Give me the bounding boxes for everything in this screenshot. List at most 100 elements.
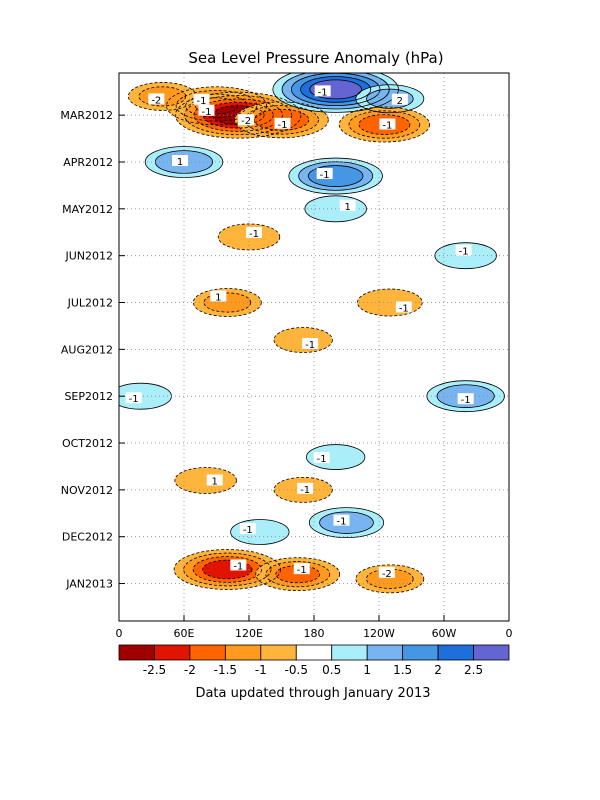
contour-label: 2 [391, 93, 408, 107]
svg-text:-2: -2 [151, 95, 161, 106]
contour-line [355, 84, 425, 114]
svg-text:-1: -1 [129, 394, 139, 405]
svg-text:1: 1 [211, 476, 217, 487]
svg-text:2: 2 [397, 96, 403, 107]
contour-line [273, 476, 333, 503]
contour-line [304, 195, 367, 223]
svg-text:-1: -1 [249, 229, 259, 240]
svg-text:-1: -1 [318, 87, 328, 98]
anomaly-blob [288, 158, 383, 195]
anomaly-blob [174, 467, 237, 494]
svg-text:-1: -1 [297, 565, 307, 576]
svg-text:-1: -1 [278, 120, 288, 131]
svg-text:-1: -1 [197, 96, 207, 107]
y-tick-label: JUL2012 [67, 297, 113, 310]
contour-line [366, 88, 414, 109]
contour-label: -2 [238, 114, 255, 127]
svg-text:-1: -1 [300, 485, 310, 496]
colorbar-label: 1.5 [393, 663, 412, 677]
svg-text:-2: -2 [241, 116, 251, 127]
contour-line [175, 90, 258, 122]
contour-label: -1 [302, 337, 319, 351]
anomaly-level [434, 242, 497, 269]
contour-label: -1 [293, 563, 310, 576]
contour-line [202, 101, 274, 129]
colorbar-label: -1.5 [214, 663, 237, 677]
contour-label: -1 [193, 93, 210, 107]
contour-line [319, 511, 374, 534]
x-axis: 0 60E 120E 180 120W 60W 0 [116, 615, 513, 640]
contour-line [234, 101, 329, 139]
colorbar-label: -2.5 [143, 663, 166, 677]
footnote: Data updated through January 2013 [195, 686, 430, 701]
colorbar-swatch [260, 644, 297, 661]
contour-line [434, 242, 497, 270]
y-tick-label: JUN2012 [64, 250, 113, 263]
contour-label: -1 [198, 104, 215, 118]
x-tick-label: 120W [363, 627, 395, 640]
svg-text:1: 1 [177, 157, 183, 168]
colorbar-label: 0.5 [322, 663, 341, 677]
contour-line [203, 292, 252, 313]
svg-text:-1: -1 [459, 247, 469, 258]
x-tick-label: 60W [432, 627, 457, 640]
contour-label: -1 [274, 117, 291, 131]
anomaly-blob [306, 444, 365, 470]
y-tick-label: OCT2012 [62, 437, 113, 450]
contour-line [348, 110, 421, 139]
y-tick-label: APR2012 [63, 156, 113, 169]
contour-label: -1 [246, 226, 262, 240]
x-tick-label: 60E [174, 627, 195, 640]
x-tick-label: 0 [116, 627, 123, 640]
contour-line [265, 561, 331, 588]
y-axis: MAR2012 APR2012 MAY2012 JUN2012 JUL2012 AUG20… [60, 109, 125, 591]
contour-line [230, 519, 290, 545]
x-tick-label: 0 [506, 627, 513, 640]
contour-line [426, 380, 505, 413]
contour-line [166, 86, 267, 126]
colorbar-label: 2.5 [464, 663, 483, 677]
contour-line [358, 114, 411, 135]
colorbar-label: 2 [434, 663, 442, 677]
contour-line [253, 108, 310, 131]
contour-label: 1 [206, 474, 223, 487]
contour-line [185, 93, 248, 118]
svg-text:-1: -1 [461, 395, 471, 406]
contour-line [202, 559, 253, 580]
y-tick-label: DEC2012 [62, 531, 113, 544]
colorbar-swatch [189, 644, 226, 661]
contour-label: -1 [230, 559, 247, 572]
colorbar-swatch [295, 644, 333, 661]
contour-label: -1 [316, 168, 333, 181]
contour-line [255, 557, 341, 592]
colorbar-swatch [366, 644, 404, 661]
contour-line [192, 556, 262, 583]
colorbar: -2.5 -2 -1.5 -1 -0.5 0.5 1 1.5 2 2.5 [118, 644, 510, 677]
contour-label: -1 [395, 301, 412, 315]
y-tick-label: SEP2012 [64, 390, 113, 403]
y-tick-label: NOV2012 [61, 484, 113, 497]
contour-label: -1 [239, 523, 256, 536]
svg-text:-1: -1 [202, 107, 212, 118]
x-tick-label: 180 [304, 627, 325, 640]
contour-line [338, 106, 431, 143]
contour-line [306, 444, 366, 470]
contour-line [288, 157, 383, 195]
contour-label: -1 [297, 482, 314, 496]
colorbar-swatch [402, 644, 439, 661]
colorbar-swatch [154, 644, 191, 661]
contour-line [192, 288, 262, 317]
svg-text:-1: -1 [233, 561, 243, 572]
y-tick-label: AUG2012 [61, 343, 113, 356]
contour-label: -1 [333, 514, 350, 528]
colorbar-swatch [331, 644, 368, 661]
contour-label: -1 [313, 452, 330, 465]
colorbar-swatch [224, 644, 262, 661]
colorbar-label: -2 [184, 663, 196, 677]
contour-label: -1 [125, 392, 142, 405]
contour-label: -1 [379, 118, 396, 132]
svg-text:1: 1 [215, 293, 221, 304]
colorbar-swatch [437, 644, 474, 661]
contour-label: 1 [339, 199, 356, 213]
